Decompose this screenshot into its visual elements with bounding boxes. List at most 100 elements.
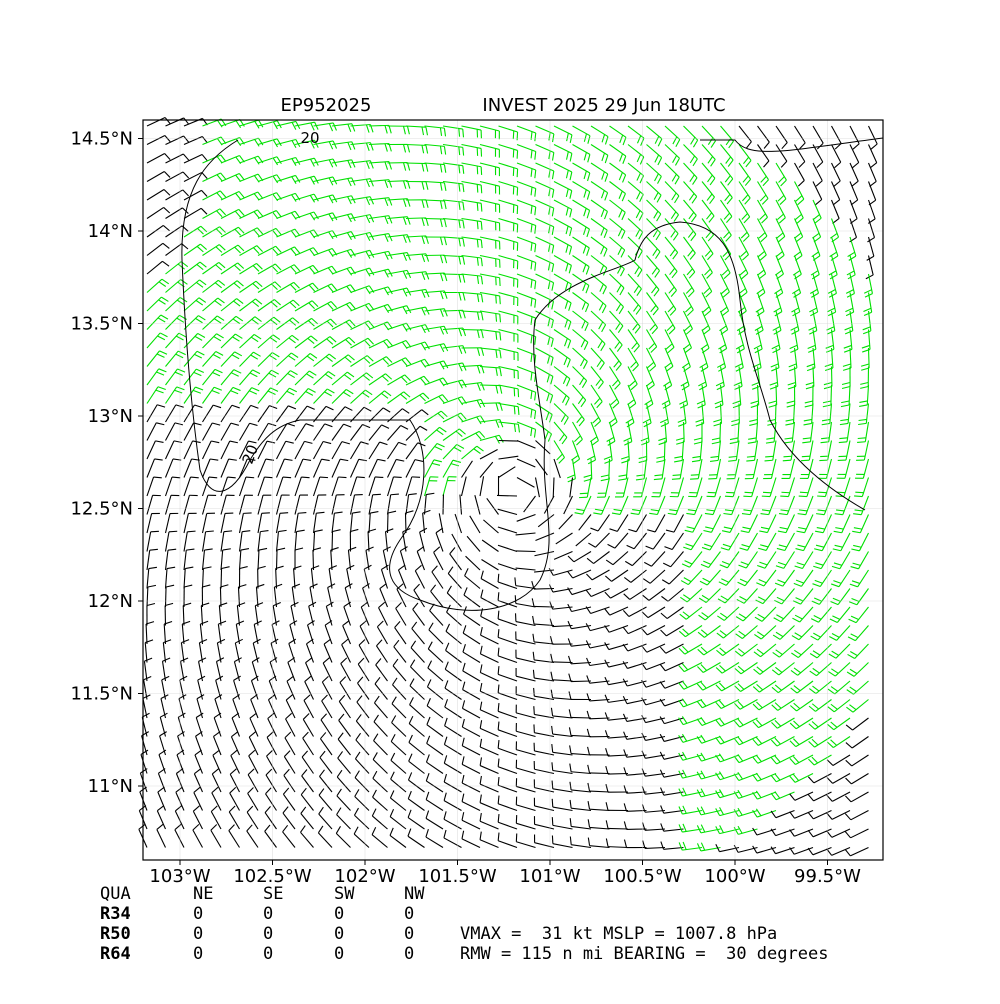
wind-barb [237, 603, 245, 606]
wind-barb [595, 421, 601, 427]
wind-barb [177, 369, 185, 372]
wind-barb [758, 270, 764, 275]
wind-barb [660, 664, 665, 670]
wind-barb [702, 547, 710, 550]
wind-barb [721, 404, 722, 424]
wind-barb [728, 179, 733, 185]
wind-barb [554, 367, 570, 379]
wind-barb [720, 631, 727, 636]
wind-barb [234, 265, 240, 271]
wind-barb [702, 237, 713, 254]
wind-barb [536, 219, 554, 227]
wind-barb [751, 401, 759, 403]
wind-barb [343, 621, 350, 626]
wind-barb [697, 401, 705, 404]
wind-barb [679, 824, 682, 832]
wind-barb [701, 825, 705, 832]
wind-barb [351, 390, 366, 403]
wind-barb [221, 263, 238, 274]
wind-barb [175, 830, 184, 848]
wind-barb [166, 297, 181, 311]
wind-barb [271, 302, 277, 307]
wind-barb [535, 225, 536, 233]
wind-barb [746, 142, 751, 149]
wind-barb [407, 253, 410, 261]
wind-barb [425, 163, 445, 165]
wind-barb [187, 531, 195, 532]
wind-barb [314, 284, 332, 293]
wind-barb [638, 270, 642, 277]
wind-barb [775, 720, 781, 726]
wind-barb [329, 214, 333, 221]
wind-barb [500, 419, 503, 427]
wind-barb [865, 422, 868, 442]
wind-barb [482, 540, 498, 551]
wind-barb [850, 584, 858, 587]
wind-barb [628, 126, 644, 138]
wind-barb [758, 755, 776, 763]
wind-barb [385, 125, 387, 133]
wind-barb [447, 593, 461, 607]
wind-barb [690, 253, 695, 259]
wind-barb [477, 366, 479, 374]
wind-barb [760, 214, 766, 220]
wind-barb [623, 175, 626, 183]
wind-barb [500, 332, 501, 340]
wind-barb [698, 649, 704, 655]
wind-barb [319, 795, 332, 810]
wind-barb [444, 811, 446, 819]
wind-barb [517, 182, 536, 189]
wind-barb [481, 222, 482, 230]
wind-barb [498, 656, 517, 663]
wind-barb [759, 681, 776, 692]
wind-barb [679, 842, 682, 850]
wind-barb [832, 163, 841, 181]
wind-barb [426, 792, 429, 800]
wind-barb [758, 237, 767, 255]
wind-barb [448, 567, 453, 574]
wind-barb [571, 717, 591, 718]
wind-barb [216, 265, 222, 270]
wind-barb [536, 293, 554, 302]
wind-barb [535, 263, 536, 271]
wind-barb [332, 477, 338, 496]
wind-barb [676, 139, 680, 146]
wind-barb [443, 237, 463, 238]
wind-barb [332, 320, 350, 330]
wind-barb [647, 163, 662, 176]
wind-barb [183, 154, 188, 160]
wind-barb [516, 786, 535, 792]
wind-barb [406, 145, 426, 146]
wind-barb [702, 700, 720, 708]
wind-barb [193, 806, 199, 811]
wind-barb [198, 333, 205, 337]
wind-barb [459, 310, 461, 318]
wind-barb [498, 693, 517, 700]
wind-barb [604, 456, 612, 459]
wind-barb [247, 831, 258, 848]
wind-barb [781, 161, 787, 167]
wind-barb [239, 209, 244, 215]
wind-barb [255, 317, 262, 322]
wind-barb [531, 169, 532, 177]
wind-barb [605, 642, 609, 649]
wind-barb [703, 307, 709, 312]
wind-barb [773, 652, 780, 657]
wind-barb [847, 672, 854, 676]
wind-barb [162, 279, 169, 284]
wind-barb [213, 355, 220, 359]
wind-barb [831, 385, 832, 405]
wind-barb [531, 298, 532, 306]
wind-barb [462, 764, 480, 773]
wind-barb [422, 410, 429, 415]
wind-barb [277, 459, 285, 477]
wind-barb [181, 280, 188, 285]
wind-barb [741, 663, 757, 674]
wind-barb [498, 722, 499, 730]
wind-barb [426, 800, 443, 811]
wind-barb [227, 477, 235, 478]
wind-barb [292, 584, 300, 587]
wind-barb [536, 404, 553, 415]
wind-barb [846, 725, 852, 730]
wind-barb [332, 495, 336, 515]
